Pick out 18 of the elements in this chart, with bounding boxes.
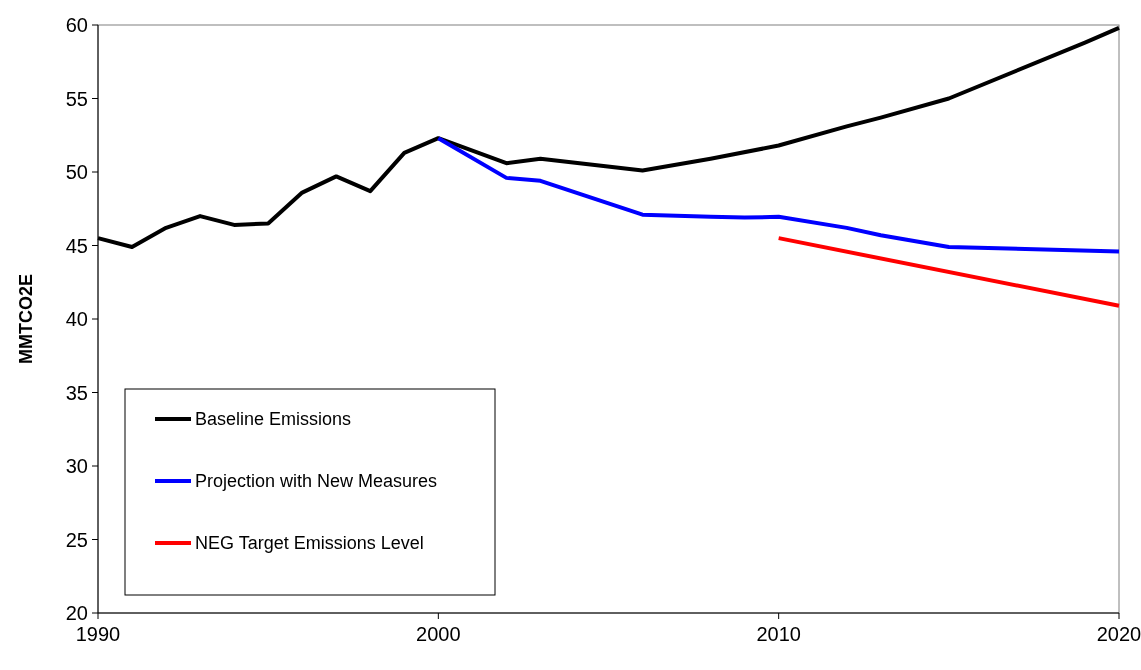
y-tick-label: 20 xyxy=(65,602,88,624)
y-tick-label: 30 xyxy=(65,455,88,477)
x-tick-label: 2000 xyxy=(416,623,461,645)
y-tick-label: 40 xyxy=(65,308,88,330)
legend-label: NEG Target Emissions Level xyxy=(195,533,424,554)
legend-label: Projection with New Measures xyxy=(195,471,438,492)
x-tick-label: 2010 xyxy=(756,623,801,645)
legend-label: Baseline Emissions xyxy=(195,409,352,430)
y-tick-label: 50 xyxy=(65,161,88,183)
y-tick-label: 55 xyxy=(65,87,88,110)
y-tick-label: 60 xyxy=(65,14,88,36)
y-tick-label: 25 xyxy=(65,528,88,551)
line-series xyxy=(436,136,1121,254)
y-tick-label: 45 xyxy=(65,234,88,257)
x-tick-label: 1990 xyxy=(75,623,121,645)
y-tick-label: 35 xyxy=(65,381,88,404)
x-tick-label: 2020 xyxy=(1096,623,1141,645)
y-axis-title: MMTCO2E xyxy=(16,274,36,364)
